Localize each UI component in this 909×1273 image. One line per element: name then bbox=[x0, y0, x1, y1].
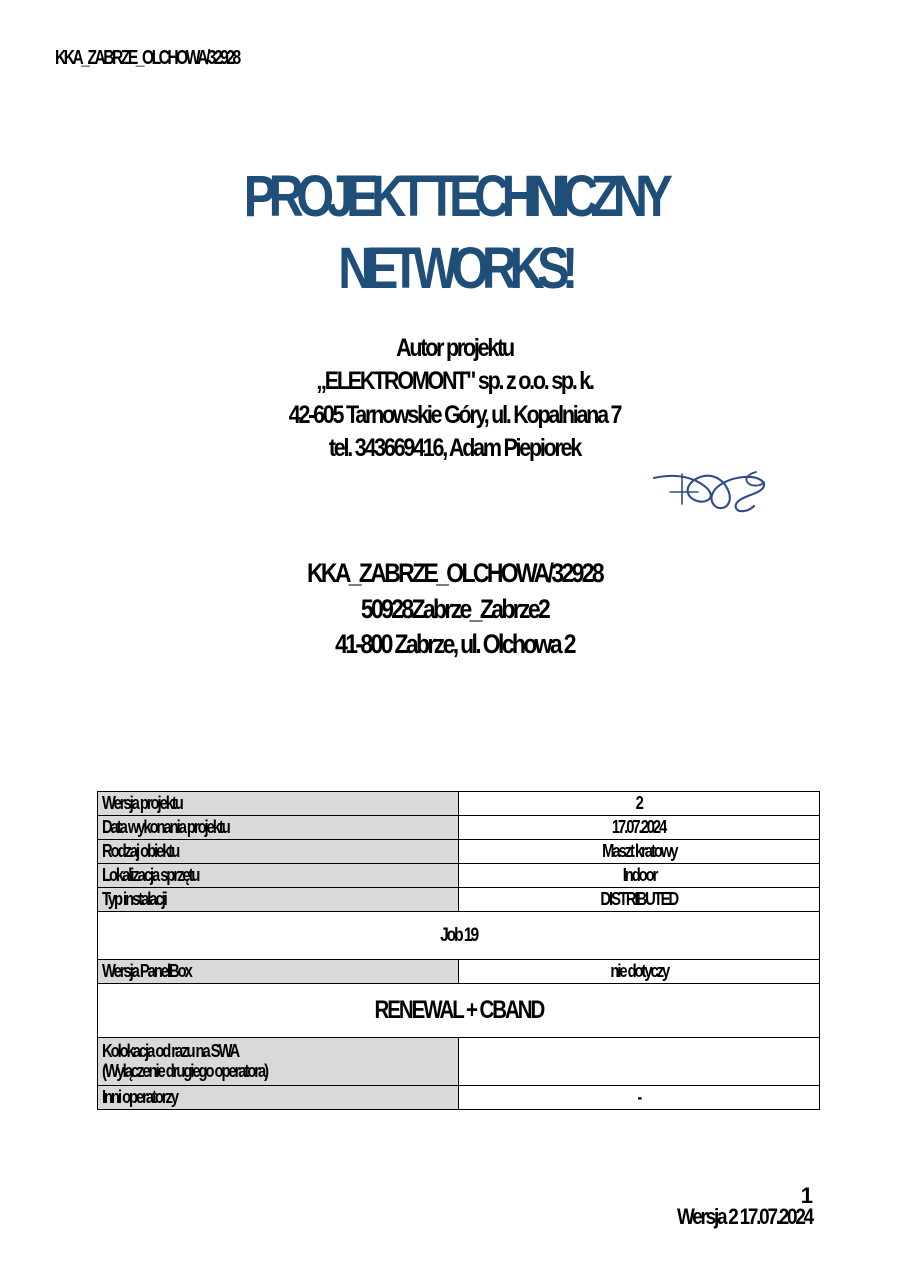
row-value-object-type: Maszt kratowy bbox=[458, 839, 820, 864]
table-row: Data wykonania projektu 17.07.2024 bbox=[97, 815, 820, 840]
row-value-colocation bbox=[458, 1037, 820, 1086]
row-label-project-version: Wersja projektu bbox=[97, 791, 459, 816]
author-address: 42-605 Tarnowskie Góry, ul. Kopalniana 7 bbox=[288, 400, 623, 429]
site-identifier: 50928Zabrze_Zabrze2 bbox=[360, 593, 551, 624]
table-row-scope: RENEWAL + CBAND bbox=[97, 983, 820, 1038]
title-line-primary: PROJEKT TECHNICZNY bbox=[243, 164, 673, 229]
table-row: Rodzaj obiektu Maszt kratowy bbox=[97, 839, 820, 864]
title-line-secondary: NETWORKS! bbox=[338, 236, 578, 301]
table-row-job: Job 19 bbox=[97, 911, 820, 960]
table-row: Typ instalacji DISTRIBUTED bbox=[97, 887, 820, 912]
row-label-equipment-location: Lokalizacja sprzętu bbox=[97, 863, 459, 888]
row-label-project-date: Data wykonania projektu bbox=[97, 815, 459, 840]
row-label-colocation: Kolokacja od razu na SWA (Wyłączenie dru… bbox=[97, 1037, 459, 1086]
footer-page-number: 1 bbox=[800, 1183, 813, 1208]
author-heading: Autor projektu bbox=[396, 334, 515, 362]
row-label-object-type: Rodzaj obiektu bbox=[97, 839, 459, 864]
author-contact: tel. 343669416, Adam Piepiorek bbox=[328, 433, 582, 462]
row-value-project-version: 2 bbox=[458, 791, 820, 816]
site-code: KKA_ZABRZE_OLCHOWA/32928 bbox=[306, 558, 605, 588]
document-title: PROJEKT TECHNICZNY NETWORKS! bbox=[0, 168, 909, 298]
site-address: 41-800 Zabrze, ul. Olchowa 2 bbox=[335, 629, 576, 660]
table-row: Lokalizacja sprzętu Indoor bbox=[97, 863, 820, 888]
table-row: Wersja projektu 2 bbox=[97, 791, 820, 816]
site-block: KKA_ZABRZE_OLCHOWA/32928 50928Zabrze_Zab… bbox=[0, 556, 909, 663]
row-value-job: Job 19 bbox=[97, 911, 820, 960]
row-value-equipment-location: Indoor bbox=[458, 863, 820, 888]
table-row: Inni operatorzy - bbox=[97, 1085, 820, 1110]
row-value-panel-version: nie dotyczy bbox=[458, 959, 820, 984]
table-row: Wersja PanelBox nie dotyczy bbox=[97, 959, 820, 984]
row-label-panel-version: Wersja PanelBox bbox=[97, 959, 459, 984]
author-company: „ELEKTROMONT" sp. z o.o. sp. k. bbox=[316, 367, 595, 396]
project-info-table: Wersja projektu 2 Data wykonania projekt… bbox=[97, 791, 820, 1110]
footer-version-date: Wersja 2 17.07.2024 bbox=[677, 1204, 814, 1229]
row-label-other-operators: Inni operatorzy bbox=[97, 1085, 459, 1110]
signature-mark bbox=[652, 452, 792, 530]
row-value-installation-type: DISTRIBUTED bbox=[458, 887, 820, 912]
row-label-installation-type: Typ instalacji bbox=[97, 887, 459, 912]
author-block: Autor projektu „ELEKTROMONT" sp. z o.o. … bbox=[0, 332, 909, 465]
table-row-colocation: Kolokacja od razu na SWA (Wyłączenie dru… bbox=[97, 1037, 820, 1086]
row-value-project-date: 17.07.2024 bbox=[458, 815, 820, 840]
row-value-scope: RENEWAL + CBAND bbox=[97, 983, 820, 1038]
document-reference-code: KKA_ZABRZE_OLCHOWA/32928 bbox=[55, 47, 241, 69]
row-value-other-operators: - bbox=[458, 1085, 820, 1110]
